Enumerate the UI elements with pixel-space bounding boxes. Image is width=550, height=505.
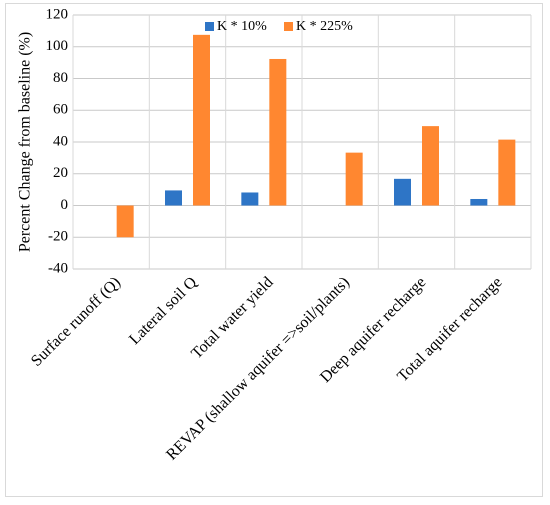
legend: K * 10% K * 225% [205,19,353,34]
bar-k10 [241,192,259,206]
bar-k10 [394,178,411,206]
y-tick-labels: -40 -20 0 20 40 60 80 100 120 [46,6,69,276]
y-tick-label: 60 [53,102,68,118]
legend-label: K * 10% [217,19,267,34]
category-label: Surface runoff (Q) [28,274,124,370]
bar-k10 [470,198,488,206]
bar-k225 [193,34,210,206]
category-label: Total water yield [188,274,277,363]
bar-k225 [269,58,287,206]
bar-k225 [345,152,363,206]
grid-lines [72,14,532,270]
bar-k10 [165,190,182,206]
bar-k225 [498,139,516,206]
y-tick-label: -20 [48,229,68,245]
y-tick-label: 80 [53,70,68,86]
bar-k225 [422,126,439,206]
legend-swatch [205,22,214,31]
bar-k225 [116,205,134,238]
legend-swatch [284,22,293,31]
category-label: Lateral soil Q [126,273,201,348]
y-tick-label: 0 [61,197,69,213]
y-tick-label: 40 [53,133,68,149]
y-tick-label: -40 [48,260,68,276]
bars [116,34,516,238]
legend-label: K * 225% [296,19,353,34]
y-axis-label: Percent Change from baseline (%) [17,32,34,252]
y-tick-label: 120 [46,6,69,22]
y-tick-label: 20 [53,165,68,181]
y-tick-label: 100 [46,38,69,54]
